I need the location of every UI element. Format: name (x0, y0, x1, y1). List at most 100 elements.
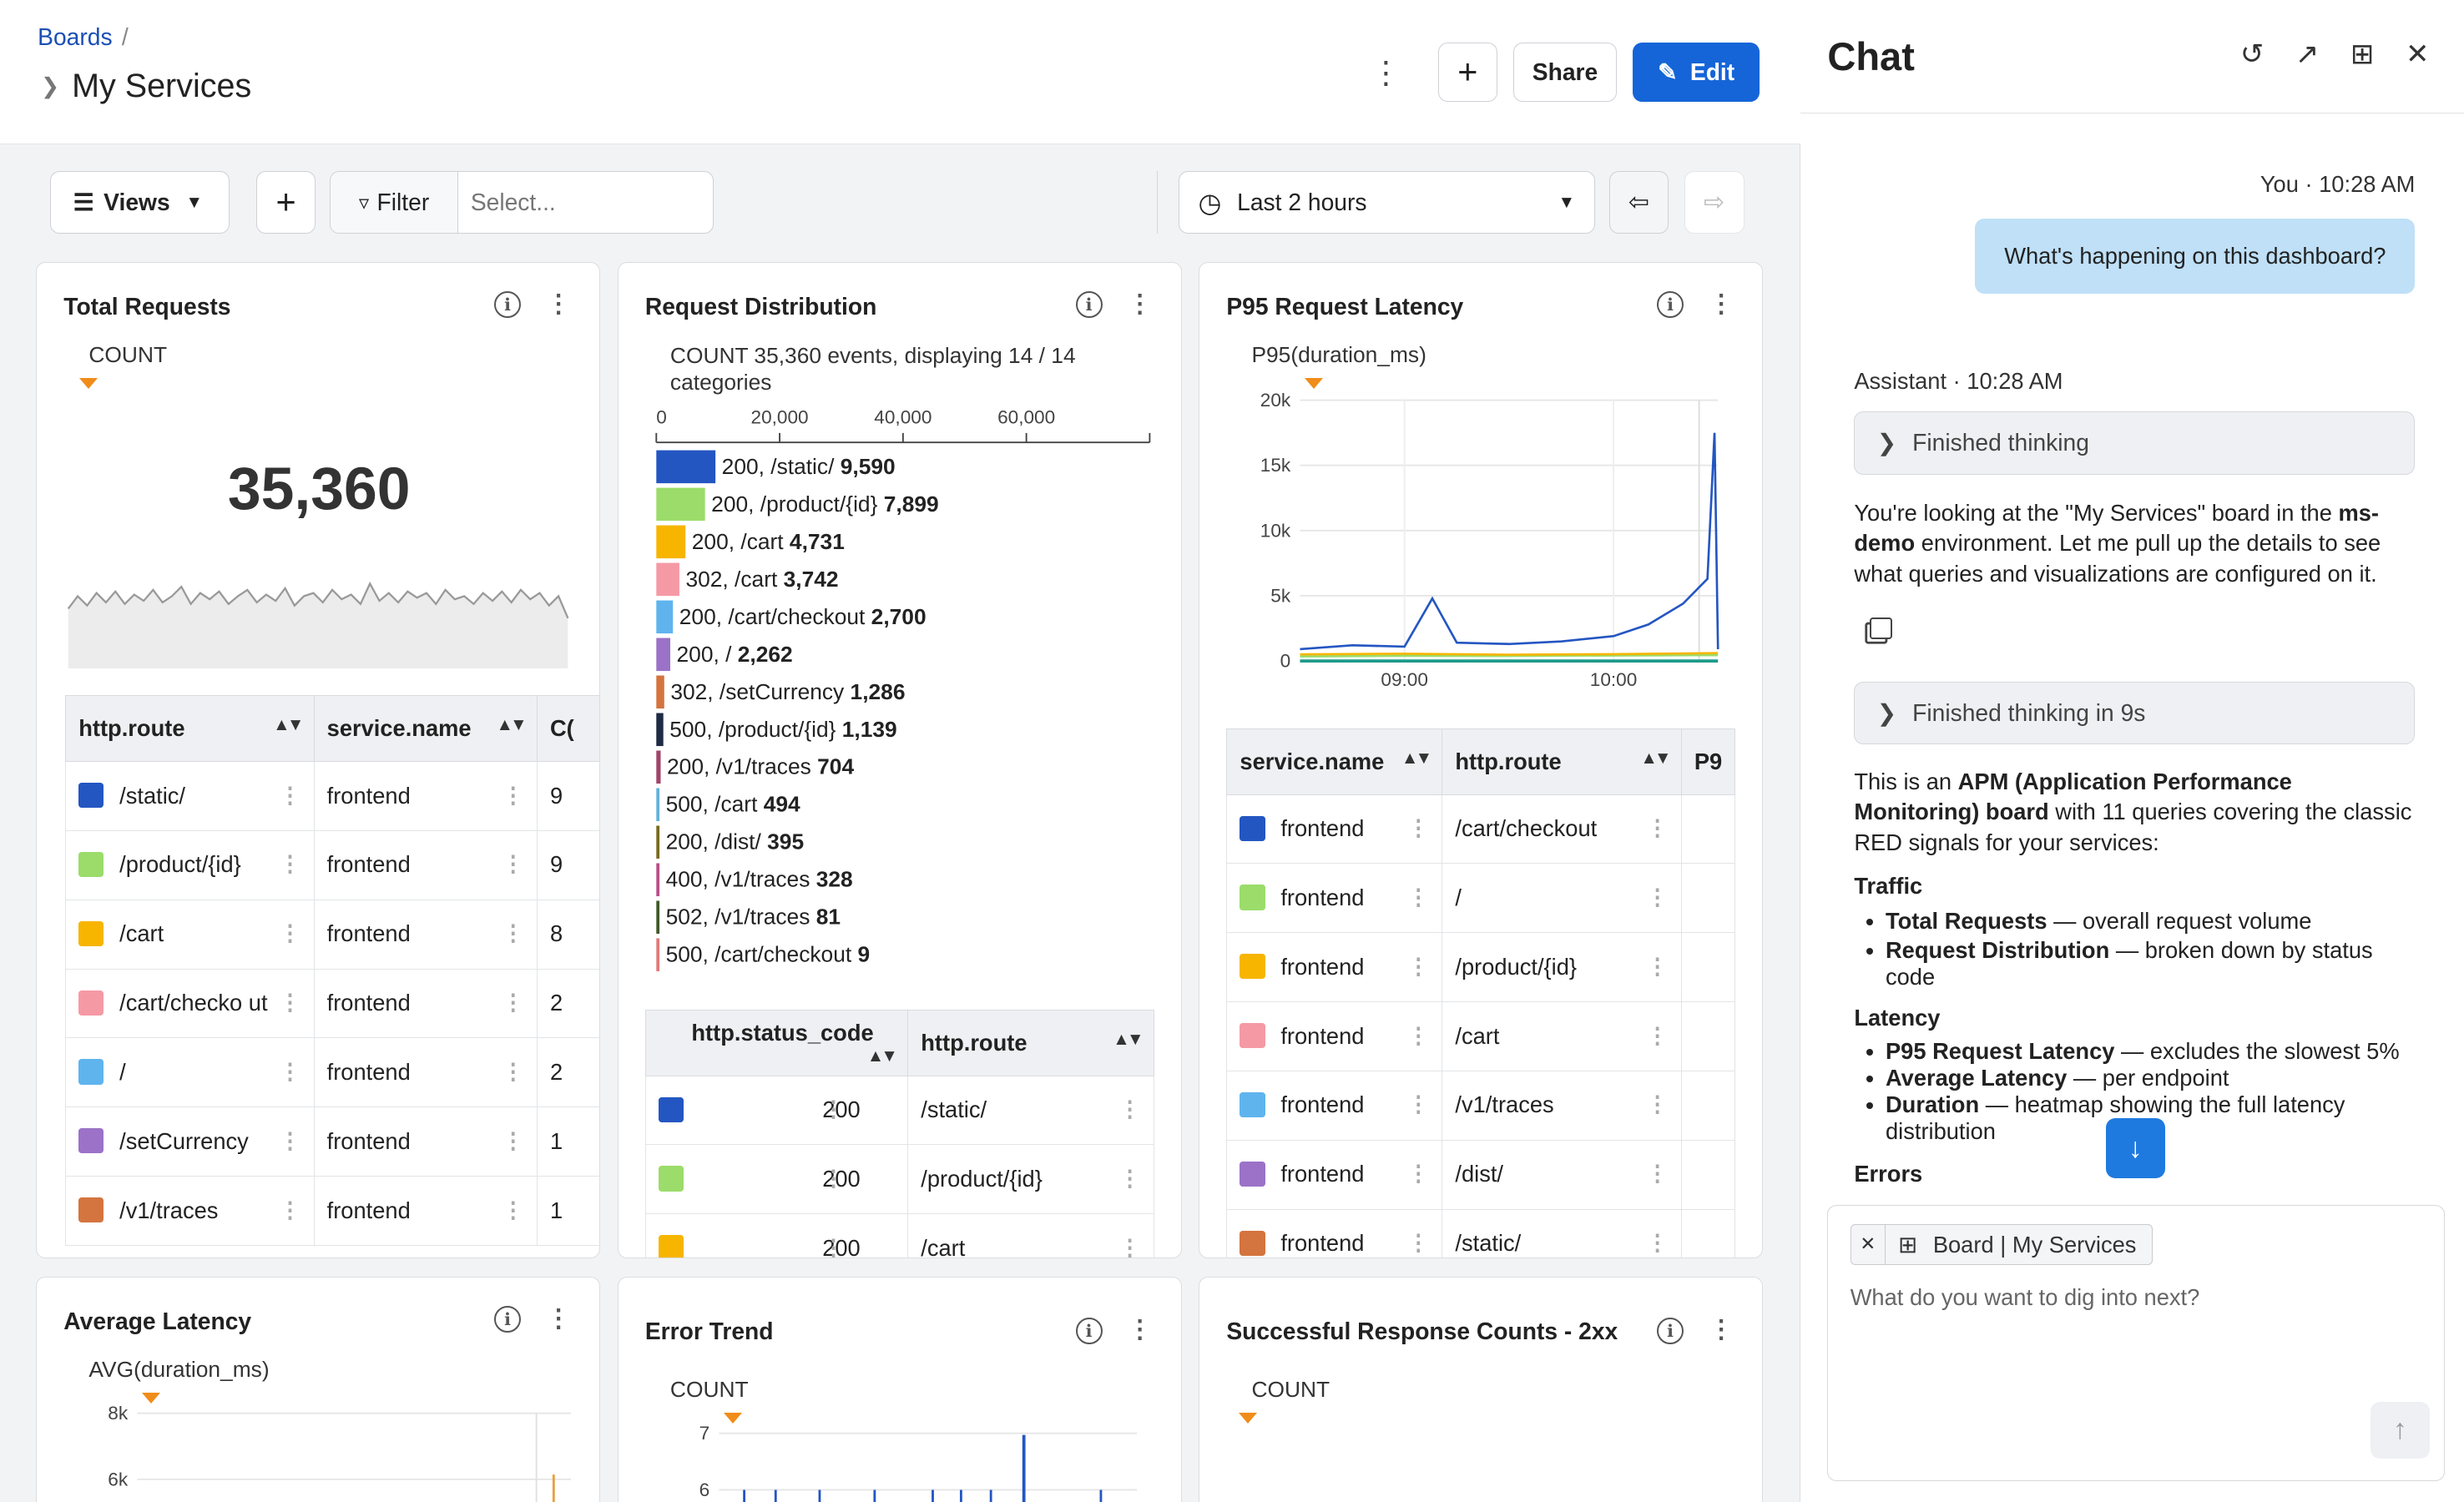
close-icon[interactable]: ✕ (2405, 38, 2430, 71)
cell-menu-icon[interactable]: ⋮ (1118, 1096, 1141, 1122)
cell-menu-icon[interactable]: ⋮ (1406, 1091, 1430, 1117)
cell-menu-icon[interactable]: ⋮ (1646, 1161, 1669, 1187)
chevron-right-icon[interactable]: ❯ (40, 73, 60, 98)
cell-menu-icon[interactable]: ⋮ (502, 851, 524, 877)
cell-menu-icon[interactable]: ⋮ (822, 1234, 845, 1258)
column-header[interactable]: http.route ▲▼ (907, 1009, 1154, 1076)
cell-menu-icon[interactable]: ⋮ (1646, 884, 1669, 910)
share-button[interactable]: Share (1512, 42, 1618, 103)
new-chat-icon[interactable]: ⊞ (2350, 38, 2375, 71)
table-row[interactable]: frontend ⋮ /static/⋮ (1226, 1208, 1736, 1258)
time-forward-button[interactable]: ⇨ (1684, 171, 1744, 234)
remove-chip-icon[interactable]: ✕ (1851, 1224, 1886, 1266)
info-icon[interactable]: i (1657, 1317, 1684, 1344)
sort-icon[interactable]: ▲▼ (496, 715, 527, 735)
thinking-toggle[interactable]: ❯ Finished thinking (1854, 411, 2416, 475)
table-row[interactable]: /setCurrency ⋮ frontend ⋮ 1 (65, 1106, 600, 1177)
sort-icon[interactable]: ▲▼ (866, 1046, 898, 1066)
cell-menu-icon[interactable]: ⋮ (502, 1197, 524, 1222)
table-row[interactable]: /static/⋮ frontend ⋮ 9 (65, 761, 600, 831)
table-row[interactable]: frontend ⋮ /product/{id} ⋮ (1226, 932, 1736, 1003)
open-external-icon[interactable]: ↗ (2295, 38, 2320, 71)
sort-icon[interactable]: ▲▼ (1401, 748, 1432, 768)
cell-menu-icon[interactable]: ⋮ (279, 782, 301, 808)
cell-menu-icon[interactable]: ⋮ (279, 1058, 301, 1084)
table-row[interactable]: 200 ⋮ /cart ⋮ (644, 1213, 1154, 1258)
filter-select-input[interactable]: Select... (470, 189, 556, 216)
cell-menu-icon[interactable]: ⋮ (279, 1127, 301, 1153)
column-header[interactable]: http.route ▲▼ (1442, 728, 1682, 795)
kebab-icon[interactable]: ⋮ (1127, 290, 1153, 318)
cell-menu-icon[interactable]: ⋮ (502, 782, 524, 808)
cell-menu-icon[interactable]: ⋮ (502, 1058, 524, 1084)
filter-button[interactable]: ▿ Filter (331, 172, 458, 234)
column-header[interactable]: http.status_code ▲▼ (644, 1009, 909, 1076)
cell-menu-icon[interactable]: ⋮ (822, 1165, 845, 1191)
sort-icon[interactable]: ▲▼ (273, 715, 304, 735)
breadcrumb-boards-link[interactable]: Boards (38, 23, 113, 51)
cell-menu-icon[interactable]: ⋮ (279, 990, 301, 1016)
cell-menu-icon[interactable]: ⋮ (279, 851, 301, 877)
views-dropdown[interactable]: ☰ Views ▼ (50, 171, 230, 234)
table-row[interactable]: frontend ⋮ /dist/⋮ (1226, 1139, 1736, 1210)
add-panel-button[interactable]: + (1437, 42, 1498, 103)
table-row[interactable]: frontend ⋮ /v1/traces ⋮ (1226, 1070, 1736, 1141)
cell-menu-icon[interactable]: ⋮ (1406, 953, 1430, 979)
table-row[interactable]: frontend ⋮ /cart ⋮ (1226, 1001, 1736, 1071)
info-icon[interactable]: i (1657, 291, 1684, 319)
cell-menu-icon[interactable]: ⋮ (1646, 1091, 1669, 1117)
kebab-icon[interactable]: ⋮ (546, 1304, 572, 1333)
table-row[interactable]: /product/{id} ⋮ frontend ⋮ 9 (65, 829, 600, 900)
scroll-to-bottom-button[interactable]: ↓ (2105, 1118, 2166, 1178)
cell-menu-icon[interactable]: ⋮ (1118, 1165, 1141, 1191)
column-header[interactable]: service.name ▲▼ (1226, 728, 1443, 795)
info-icon[interactable]: i (1075, 1317, 1103, 1344)
time-back-button[interactable]: ⇦ (1608, 171, 1669, 234)
cell-menu-icon[interactable]: ⋮ (822, 1096, 845, 1122)
table-row[interactable]: frontend ⋮ /cart/checkout ⋮ (1226, 794, 1736, 864)
column-header[interactable]: P9 (1680, 728, 1736, 795)
thinking-toggle[interactable]: ❯ Finished thinking in 9s (1854, 682, 2416, 745)
cell-menu-icon[interactable]: ⋮ (279, 920, 301, 946)
cell-menu-icon[interactable]: ⋮ (1406, 1161, 1430, 1187)
kebab-icon[interactable]: ⋮ (1127, 1316, 1153, 1344)
column-header[interactable]: C( (536, 695, 600, 763)
table-row[interactable]: frontend ⋮ / ⋮ (1226, 863, 1736, 934)
cell-menu-icon[interactable]: ⋮ (1118, 1234, 1141, 1258)
history-icon[interactable]: ↺ (2239, 38, 2265, 71)
cell-menu-icon[interactable]: ⋮ (502, 920, 524, 946)
kebab-icon[interactable]: ⋮ (1709, 1316, 1734, 1344)
info-icon[interactable]: i (494, 1306, 522, 1333)
cell-menu-icon[interactable]: ⋮ (502, 1127, 524, 1153)
table-row[interactable]: /cart/checko ut ⋮ frontend ⋮ 2 (65, 968, 600, 1039)
chat-input[interactable]: What do you want to dig into next? (1850, 1284, 2200, 1310)
sort-icon[interactable]: ▲▼ (1113, 1029, 1144, 1049)
info-icon[interactable]: i (1075, 291, 1103, 319)
cell-menu-icon[interactable]: ⋮ (1406, 1022, 1430, 1048)
cell-menu-icon[interactable]: ⋮ (502, 990, 524, 1016)
info-icon[interactable]: i (494, 291, 522, 319)
cell-menu-icon[interactable]: ⋮ (279, 1197, 301, 1222)
column-header[interactable]: service.name ▲▼ (313, 695, 538, 763)
table-row[interactable]: / ⋮ frontend ⋮ 2 (65, 1037, 600, 1108)
table-row[interactable]: /v1/traces ⋮ frontend ⋮ 1 (65, 1176, 600, 1246)
cell-menu-icon[interactable]: ⋮ (1406, 884, 1430, 910)
table-row[interactable]: /cart ⋮ frontend ⋮ 8 (65, 899, 600, 970)
table-row[interactable]: 200 ⋮ /product/{id} ⋮ (644, 1144, 1154, 1215)
sort-icon[interactable]: ▲▼ (1640, 748, 1671, 768)
table-row[interactable]: 200 ⋮ /static/⋮ (644, 1075, 1154, 1146)
cell-menu-icon[interactable]: ⋮ (1646, 953, 1669, 979)
add-view-button[interactable]: + (255, 171, 316, 234)
cell-menu-icon[interactable]: ⋮ (1646, 1230, 1669, 1256)
kebab-icon[interactable]: ⋮ (546, 290, 572, 318)
cell-menu-icon[interactable]: ⋮ (1406, 815, 1430, 841)
time-range-picker[interactable]: ◷ Last 2 hours ▼ (1178, 171, 1595, 234)
copy-icon[interactable] (1870, 617, 1892, 640)
cell-menu-icon[interactable]: ⋮ (1646, 1022, 1669, 1048)
send-button[interactable]: ↑ (2370, 1402, 2431, 1459)
edit-button[interactable]: ✎ Edit (1632, 42, 1760, 103)
kebab-icon[interactable]: ⋮ (1709, 290, 1734, 318)
cell-menu-icon[interactable]: ⋮ (1646, 815, 1669, 841)
column-header[interactable]: http.route ▲▼ (65, 695, 315, 763)
more-options-icon[interactable]: ⋮ (1370, 54, 1402, 90)
